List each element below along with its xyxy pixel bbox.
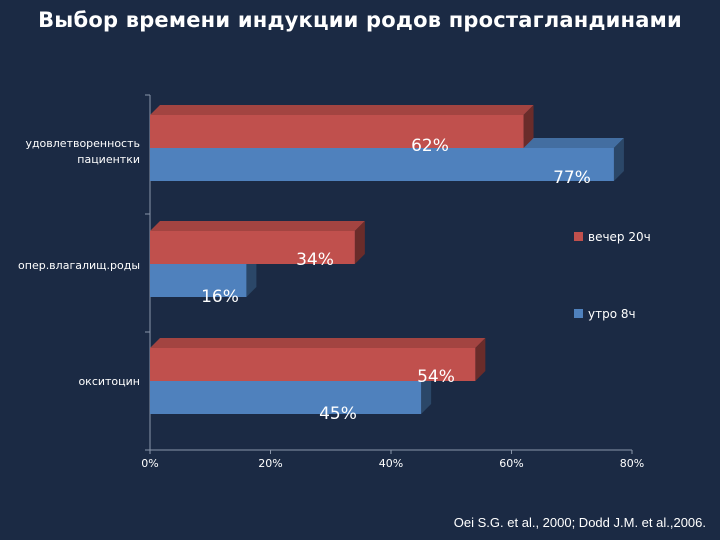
bar-evening — [150, 231, 355, 264]
bar-side-face — [475, 338, 486, 381]
category-label: окситоцин — [78, 375, 140, 388]
citation: Oei S.G. et al., 2000; Dodd J.M. et al.,… — [453, 515, 706, 530]
bar-side-face — [523, 105, 534, 148]
data-label: 34% — [296, 250, 334, 270]
data-label: 62% — [411, 136, 449, 156]
bar-top-face — [150, 221, 365, 231]
bar-top-face — [150, 105, 534, 115]
x-tick-label: 0% — [141, 457, 158, 470]
category-label: удовлетворенность — [25, 137, 140, 150]
bar-evening — [150, 115, 524, 148]
chart-legend: вечер 20ч утро 8ч — [574, 230, 651, 321]
bar-side-face — [354, 221, 365, 264]
chart-title: Выбор времени индукции родов простагланд… — [38, 8, 682, 32]
x-tick-label: 60% — [499, 457, 523, 470]
bar-side-face — [613, 138, 624, 181]
bar-morning — [150, 381, 422, 414]
bar-morning — [150, 264, 247, 297]
bar-top-face — [150, 338, 486, 348]
chart-bars — [150, 105, 624, 414]
legend-label: вечер 20ч — [588, 230, 651, 244]
legend-swatch — [574, 309, 583, 318]
data-label: 77% — [553, 168, 591, 188]
data-label: 45% — [319, 404, 357, 424]
bar-side-face — [421, 371, 432, 414]
chart-labels: 0% 20% 40% 60% 80% 62% 77% 34% 16% 54% 45% удовлетв… — [18, 136, 644, 470]
bar-morning — [150, 148, 614, 181]
bar-side-face — [246, 254, 257, 297]
data-label: 16% — [201, 287, 239, 307]
data-label: 54% — [417, 367, 455, 387]
category-label: опер.влагалищ.роды — [18, 259, 140, 272]
bar-evening — [150, 348, 476, 381]
x-tick-label: 40% — [379, 457, 403, 470]
x-tick-label: 20% — [258, 457, 282, 470]
x-tick-label: 80% — [620, 457, 644, 470]
category-label: пациентки — [77, 153, 140, 166]
legend-label: утро 8ч — [588, 307, 636, 321]
legend-swatch — [574, 232, 583, 241]
